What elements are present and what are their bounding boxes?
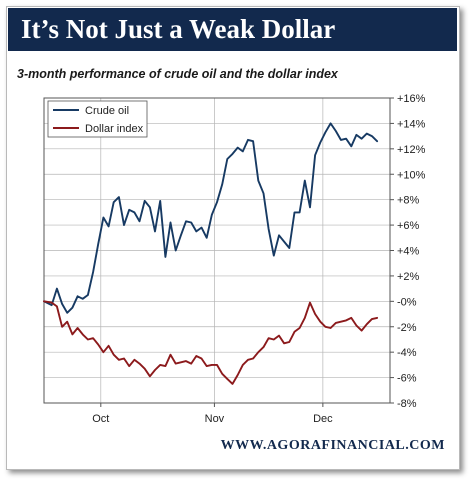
- y-axis-ticks: +16% +14% +12% +10% +8% +6% +4% +2% -0% -2% -4% -6%…: [390, 93, 426, 410]
- y-tick-label: +16%: [397, 93, 426, 105]
- chart-subtitle: 3-month performance of crude oil and the…: [17, 67, 338, 81]
- legend-label-crude: Crude oil: [85, 105, 129, 117]
- legend-label-dollar: Dollar index: [85, 123, 144, 135]
- y-tick-label: -8%: [397, 398, 417, 410]
- crude-oil-line: [43, 122, 379, 314]
- source-url: WWW.AGORAFINANCIAL.COM: [220, 438, 445, 453]
- legend-box: [47, 100, 148, 138]
- y-tick-label: +14%: [397, 118, 426, 130]
- y-tick-label: -6%: [397, 373, 417, 385]
- x-axis-ticks: Oct Nov Dec: [92, 403, 333, 425]
- series-lines: [43, 122, 379, 385]
- y-tick-label: +2%: [397, 271, 420, 283]
- page-title: It’s Not Just a Weak Dollar: [8, 8, 457, 51]
- y-tick-label: -2%: [397, 322, 417, 334]
- y-tick-label: +6%: [397, 220, 420, 232]
- grid-lines: [44, 97, 390, 404]
- dollar-index-line: [43, 300, 379, 385]
- y-tick-label: +12%: [397, 144, 426, 156]
- line-chart: Oct Nov Dec +16% +14% +12% +10% +8% +6% +4% +2% -0…: [43, 93, 426, 425]
- x-tick-label: Oct: [92, 413, 109, 425]
- x-tick-label: Nov: [205, 413, 225, 425]
- chart-card: It’s Not Just a Weak Dollar 3-month perf…: [6, 6, 460, 470]
- y-tick-label: -0%: [397, 296, 417, 308]
- y-tick-label: +10%: [397, 169, 426, 181]
- y-tick-label: +4%: [397, 246, 420, 258]
- y-tick-label: +8%: [397, 195, 420, 207]
- x-tick-label: Dec: [313, 413, 333, 425]
- y-tick-label: -4%: [397, 347, 417, 359]
- legend: Crude oil Dollar index: [47, 100, 148, 138]
